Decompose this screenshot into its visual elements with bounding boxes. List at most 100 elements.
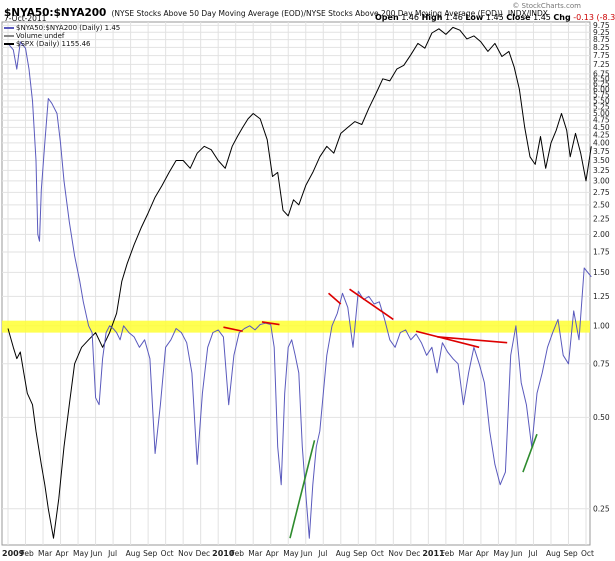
description-label: (NYSE Stocks Above 50 Day Moving Average… <box>111 9 503 18</box>
x-tick-label: Jul <box>317 549 327 558</box>
y-tick-label: 5.00 <box>593 109 610 118</box>
y-tick-label: 5.75 <box>593 91 610 100</box>
high-label: High <box>421 13 443 22</box>
y-tick-label: 2.75 <box>593 188 610 197</box>
open-label: Open <box>375 13 399 22</box>
trend-line <box>261 321 280 326</box>
legend-text: Volume undef <box>16 32 65 40</box>
x-tick-label: Aug <box>126 549 141 558</box>
x-tick-label: May <box>493 549 509 558</box>
x-tick-label: Apr <box>56 549 70 558</box>
y-tick-label: 1.50 <box>593 268 610 277</box>
x-tick-label: Apr <box>476 549 490 558</box>
y-tick-label: 4.75 <box>593 116 610 125</box>
x-tick-label: Jun <box>300 549 313 558</box>
close-value: 1.45 <box>533 13 551 22</box>
y-tick-label: 2.50 <box>593 200 610 209</box>
chg-label: Chg <box>553 13 571 22</box>
x-tick-label: Aug <box>336 549 351 558</box>
y-tick-label: 0.50 <box>593 413 610 422</box>
exchange-label: INDX/INDX <box>507 9 548 18</box>
legend-item-volume: Volume undef <box>4 32 64 40</box>
chg-value: -0.13 (-8.31%) <box>573 13 615 22</box>
y-tick-label: 4.00 <box>593 138 610 147</box>
y-tick-label: 5.50 <box>593 96 610 105</box>
x-tick-label: Dec <box>406 549 421 558</box>
trend-line <box>289 440 316 539</box>
chart-header-line: $NYA50:$NYA200 (NYSE Stocks Above 50 Day… <box>4 1 548 20</box>
trend-line <box>223 326 243 333</box>
open-value: 1.46 <box>401 13 420 22</box>
trend-line <box>415 330 480 349</box>
date-label: 7-Oct-2011 <box>4 14 47 23</box>
x-tick-label: 2009 <box>2 549 25 558</box>
y-tick-label: 9.75 <box>593 21 610 30</box>
x-tick-label: Jun <box>510 549 523 558</box>
y-tick-label: 3.50 <box>593 156 610 165</box>
x-tick-label: Jun <box>90 549 103 558</box>
low-value: 1.45 <box>485 13 504 22</box>
y-tick-label: 0.25 <box>593 504 610 513</box>
x-tick-label: Apr <box>266 549 280 558</box>
legend-swatch <box>4 43 14 45</box>
legend-item-ratio: $NYA50:$NYA200 (Daily) 1.45 <box>4 24 120 32</box>
x-tick-label: Feb <box>231 549 245 558</box>
plot-background <box>1 21 591 546</box>
legend-text: $NYA50:$NYA200 (Daily) 1.45 <box>16 24 121 32</box>
trend-line <box>328 292 342 305</box>
x-tick-label: Sep <box>563 549 577 558</box>
y-tick-label: 1.75 <box>593 248 610 257</box>
x-tick-label: Oct <box>161 549 174 558</box>
x-tick-label: Aug <box>546 549 561 558</box>
x-tick-label: Jul <box>527 549 537 558</box>
y-tick-label: 3.25 <box>593 166 610 175</box>
y-tick-label: 8.75 <box>593 35 610 44</box>
y-tick-label: 3.00 <box>593 176 610 185</box>
x-tick-label: Nov <box>388 549 403 558</box>
y-tick-label: 8.25 <box>593 43 610 52</box>
y-tick-label: 3.75 <box>593 147 610 156</box>
y-tick-label: 4.50 <box>593 123 610 132</box>
y-tick-label: 2.25 <box>593 214 610 223</box>
low-label: Low <box>465 13 484 22</box>
high-value: 1.46 <box>444 13 463 22</box>
x-tick-label: Feb <box>21 549 35 558</box>
y-tick-label: 1.25 <box>593 292 610 301</box>
x-tick-label: 2011 <box>422 549 445 558</box>
y-tick-label: 6.50 <box>593 74 610 83</box>
watermark: © StockCharts.com <box>512 2 581 10</box>
x-tick-label: Feb <box>441 549 455 558</box>
x-tick-label: Dec <box>196 549 211 558</box>
symbol-label: $NYA50:$NYA200 <box>4 7 107 19</box>
series-line <box>7 26 592 539</box>
series-layer <box>7 26 592 539</box>
x-tick-label: Sep <box>143 549 157 558</box>
legend-text: $SPX (Daily) 1155.46 <box>16 40 91 48</box>
y-tick-label: 9.25 <box>593 28 610 37</box>
grid <box>2 22 590 545</box>
ohlc-readout: Open 1.46 High 1.46 Low 1.45 Close 1.45 … <box>375 13 615 22</box>
x-tick-label: Mar <box>38 549 53 558</box>
y-axis: 0.25 0.50 0.75 1.00 1.25 1.50 1.75 2.00 2.25 2.50… <box>593 21 610 513</box>
y-tick-label: 7.75 <box>593 51 610 60</box>
x-tick-label: Nov <box>178 549 193 558</box>
close-label: Close <box>506 13 531 22</box>
y-tick-label: 2.00 <box>593 230 610 239</box>
series-line <box>7 41 592 539</box>
trend-lines <box>223 288 538 539</box>
trend-line <box>437 336 508 344</box>
y-tick-label: 5.25 <box>593 103 610 112</box>
trend-line <box>522 433 538 473</box>
y-tick-label: 6.00 <box>593 85 610 94</box>
x-tick-label: May <box>283 549 299 558</box>
y-tick-label: 0.75 <box>593 359 610 368</box>
x-tick-label: Oct <box>581 549 594 558</box>
x-tick-label: Mar <box>458 549 473 558</box>
x-tick-label: May <box>73 549 89 558</box>
trend-line <box>349 288 394 321</box>
y-tick-label: 6.75 <box>593 69 610 78</box>
legend-swatch <box>4 35 14 37</box>
x-tick-label: Sep <box>353 549 367 558</box>
